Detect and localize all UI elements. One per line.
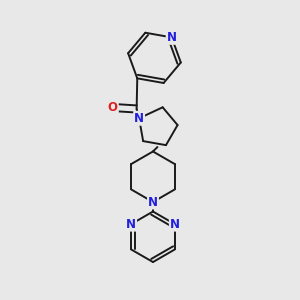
Text: N: N: [148, 196, 158, 208]
Text: O: O: [108, 101, 118, 114]
Text: N: N: [170, 218, 180, 231]
Text: N: N: [126, 218, 136, 231]
Text: N: N: [134, 112, 144, 125]
Text: N: N: [167, 31, 177, 44]
